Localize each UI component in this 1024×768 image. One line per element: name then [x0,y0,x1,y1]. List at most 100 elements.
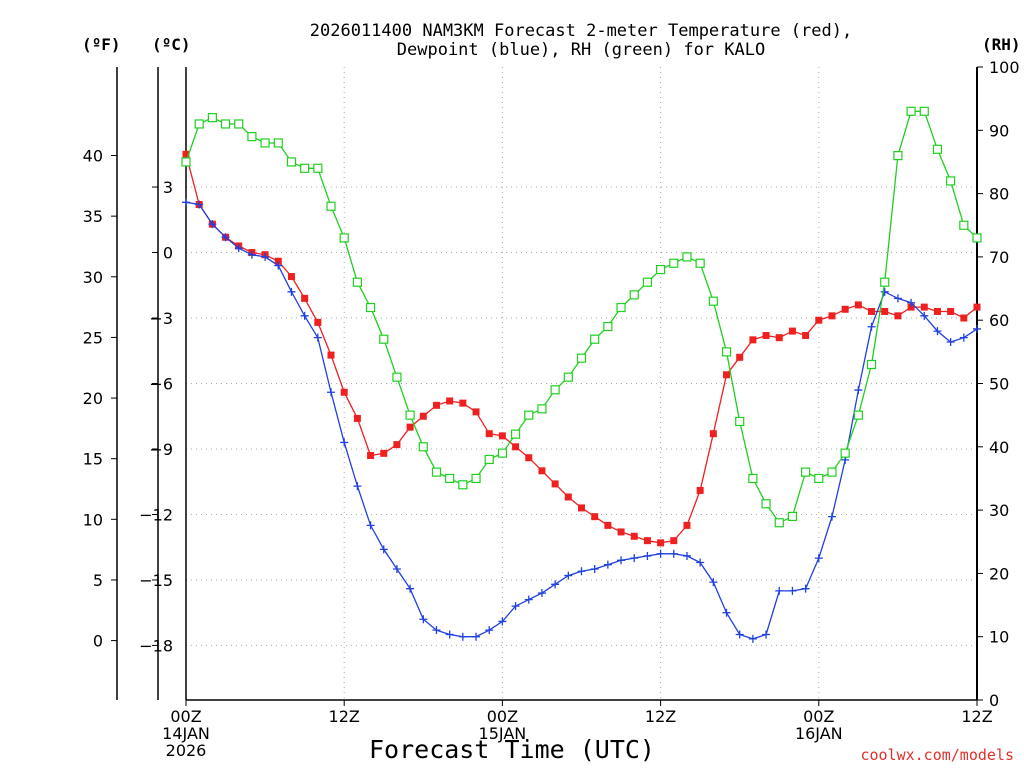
relative-humidity-point [669,258,679,268]
dewpoint-point [643,551,652,560]
dewpoint-point [656,549,665,558]
2-meter-temperature-point [393,441,401,449]
relative-humidity-point [880,277,890,287]
2-meter-temperature-point [512,443,520,451]
2-meter-temperature-point [960,314,968,322]
2-meter-temperature-point [551,480,559,488]
relative-humidity-point [866,359,877,370]
relative-humidity-point [972,233,982,243]
dewpoint-point [617,556,626,565]
relative-humidity-point [484,454,494,465]
relative-humidity-point [431,467,442,477]
relative-humidity-point [827,467,837,477]
relative-humidity-point [524,410,534,420]
relative-humidity-point [563,372,573,382]
relative-humidity-point [300,163,310,173]
dewpoint-point [511,602,520,611]
dewpoint-point [682,551,691,560]
relative-humidity-point [550,385,560,395]
relative-humidity-point [893,151,903,161]
dewpoint-point [485,626,494,635]
relative-humidity-point [352,277,362,287]
relative-humidity-point [682,252,692,262]
relative-humidity-point [603,321,613,332]
dewpoint-point [669,549,678,558]
dewpoint-point [775,586,784,595]
x-tick-label: 00Z [803,707,834,726]
dewpoint-point [472,632,481,641]
credit-label: coolwx.com/models [860,746,1014,764]
celsius-tick-label: −18 [139,636,173,655]
2-meter-temperature-point [907,303,915,311]
relative-humidity-point [207,113,217,123]
dewpoint-point [274,261,283,270]
dewpoint-point [458,632,467,641]
relative-humidity-point [616,302,626,313]
dewpoint-point [801,584,810,593]
x-tick-label: 12Z [645,707,676,726]
dewpoint-point [762,630,771,639]
relative-humidity-point [642,277,653,287]
celsius-tick-label: 0 [163,244,173,263]
relative-humidity-point [801,467,811,477]
relative-humidity-point [708,296,718,306]
dewpoint-point [696,558,705,567]
2-meter-temperature-point [868,307,876,315]
relative-humidity-point [379,334,389,344]
celsius-tick-label: 3 [163,178,173,197]
2-meter-temperature-point [947,307,955,315]
2-meter-temperature-point [683,521,691,529]
2-meter-temperature-point [564,493,572,501]
dewpoint-point [577,567,586,576]
dewpoint-point [722,608,731,617]
rh-tick-label: 90 [989,121,1009,140]
dewpoint-point [261,252,270,261]
data-series [181,106,982,643]
2-meter-temperature-point [709,430,717,438]
2-meter-temperature-point [340,388,348,396]
relative-humidity-point [946,176,956,186]
2-meter-temperature-point [367,452,375,460]
2-meter-temperature-point [472,408,480,416]
axes: 403530252015105030−3−6−9−12−15−181009080… [83,58,1020,760]
2-meter-temperature-point [841,305,849,313]
relative-humidity-point [761,499,771,509]
2-meter-temperature-point [182,150,190,158]
2-meter-temperature-point [933,307,941,315]
fahrenheit-tick-label: 20 [83,389,103,408]
relative-humidity-point [471,473,481,484]
relative-humidity-point [576,353,587,363]
relative-humidity-point [787,511,798,522]
gridlines [186,67,977,700]
x-tick-label: 12Z [961,707,992,726]
2-meter-temperature-point [538,467,546,475]
2-meter-temperature-point [380,449,388,457]
dewpoint-point [419,615,428,624]
relative-humidity-point [932,144,943,154]
dewpoint-point [432,626,441,635]
relative-humidity-point [247,132,257,142]
2-meter-temperature-point [498,432,506,440]
dewpoint-point [814,554,823,563]
celsius-tick-label: −15 [139,571,173,590]
rh-tick-label: 60 [989,311,1009,330]
dewpoint-point [827,512,836,521]
2-meter-temperature-point [670,537,678,545]
relative-humidity-point [537,404,547,414]
fahrenheit-tick-label: 40 [83,147,103,166]
dewpoint-point [933,327,942,336]
relative-humidity-point [445,473,455,484]
relative-humidity-point [313,163,323,173]
rh-tick-label: 20 [989,564,1009,583]
2-meter-temperature-point [525,454,533,462]
dewpoint-point [327,388,336,397]
relative-humidity-point [339,233,349,243]
dewpoint-point [208,220,217,229]
fahrenheit-tick-label: 30 [83,268,103,287]
2-meter-temperature-point [643,537,651,545]
relative-humidity-point [220,119,231,129]
dewpoint-point [353,482,362,491]
relative-humidity-point [326,201,336,211]
relative-humidity-point [695,258,705,268]
2-meter-temperature-point [432,401,440,409]
